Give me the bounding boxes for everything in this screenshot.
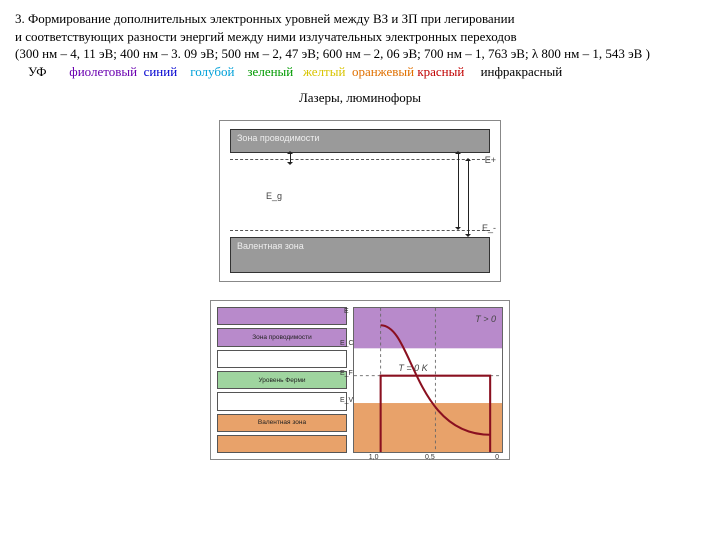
distribution-plot: E E_C E_F E_V 1,0 0,5 0 T > 0 T = 0 K (353, 307, 503, 453)
spectrum-label-2: синий (144, 64, 191, 79)
transition-arrow-2 (468, 159, 469, 236)
energy-layers: Зона проводимости Уровень Ферми Валентная … (217, 307, 347, 453)
spectrum-label-8: инфракрасный (481, 64, 563, 79)
yaxis-Ev: E_V (340, 397, 353, 404)
yaxis-E: E (344, 308, 349, 315)
xaxis-05: 0,5 (425, 454, 435, 461)
plot-svg (354, 308, 502, 452)
conduction-band-label: Зона проводимости (237, 133, 319, 143)
spectrum-label-6: оранжевый (352, 64, 417, 79)
donor-level (230, 159, 490, 160)
xaxis-1: 1,0 (369, 454, 379, 461)
header-line1: 3. Формирование дополнительных электронн… (15, 10, 705, 28)
fermi-diagram: Зона проводимости Уровень Ферми Валентная … (210, 300, 510, 460)
e-plus-label: E+ (485, 155, 496, 165)
annot-t0: T = 0 K (398, 363, 427, 373)
yaxis-Ec: E_C (340, 340, 354, 347)
xaxis-0: 0 (495, 454, 499, 461)
spectrum-label-1: фиолетовый (69, 64, 143, 79)
valence-band: Валентная зона (230, 237, 490, 273)
eg-label: E_g (266, 191, 282, 201)
spectrum-label-0: УФ (15, 64, 69, 79)
subtitle: Лазеры, люминофоры (15, 90, 705, 106)
layer-6 (217, 435, 347, 453)
header-line3: (300 нм – 4, 11 эВ; 400 нм – 3. 09 эВ; 5… (15, 45, 705, 63)
transition-arrow-1 (458, 152, 459, 229)
yaxis-Ef: E_F (340, 370, 353, 377)
layer-3: Уровень Ферми (217, 371, 347, 389)
layer-5: Валентная зона (217, 414, 347, 432)
spectrum-label-3: голубой (190, 64, 247, 79)
valence-band-label: Валентная зона (237, 241, 304, 251)
spectrum-label-7: красный (417, 64, 480, 79)
acceptor-level (230, 230, 490, 231)
header-line2: и соответствующих разности энергий между… (15, 28, 705, 46)
layer-4 (217, 392, 347, 410)
spectrum-label-5: желтый (303, 64, 352, 79)
layer-2 (217, 350, 347, 368)
spectrum-label-4: зеленый (247, 64, 303, 79)
e-minus-label: E_- (482, 223, 496, 233)
layer-1: Зона проводимости (217, 328, 347, 346)
spectrum-row: УФ фиолетовый синий голубой зеленый желт… (15, 63, 705, 81)
band-gap-diagram: Зона проводимости Валентная зона E_g E+ … (219, 120, 501, 282)
layer-0 (217, 307, 347, 325)
header-block: 3. Формирование дополнительных электронн… (15, 10, 705, 80)
conduction-band: Зона проводимости (230, 129, 490, 153)
annot-tpos: T > 0 (475, 314, 496, 324)
transition-arrow-0 (290, 152, 291, 164)
plot-vb-zone (354, 403, 502, 452)
